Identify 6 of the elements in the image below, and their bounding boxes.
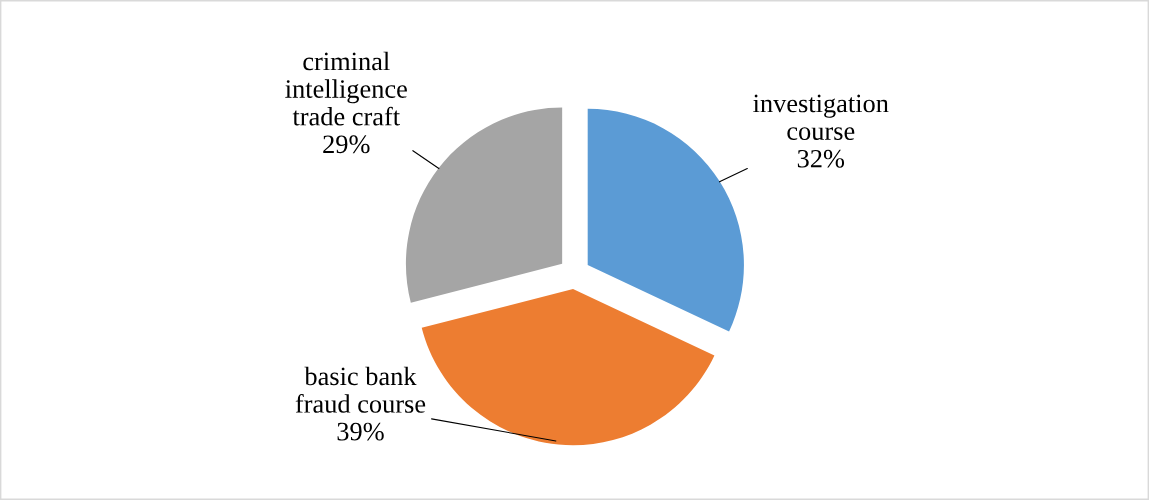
- data-label: 29%: [323, 135, 370, 154]
- slice-label: investigation course: [753, 94, 889, 141]
- slice-label: basic bank fraud course: [295, 366, 426, 413]
- data-label: 32%: [797, 149, 845, 168]
- slice-label: criminal intelligence trade craft: [285, 51, 407, 126]
- data-label: 39%: [337, 422, 384, 441]
